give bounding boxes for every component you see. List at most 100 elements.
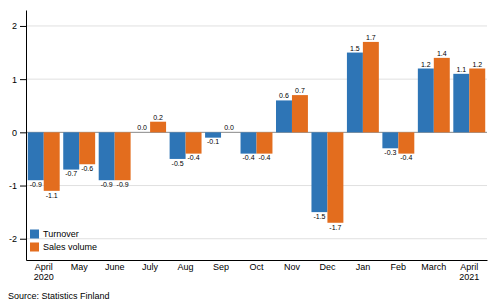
y-axis: -2 -1 0 1 2 (9, 11, 27, 261)
legend-item: Turnover (30, 229, 79, 239)
bar (170, 132, 186, 159)
x-tick-label-line: March (421, 262, 446, 272)
x-tick: Feb (391, 262, 407, 272)
x-tick-label: April2020 (34, 262, 54, 282)
y-tick-mark (20, 239, 26, 240)
bar (347, 53, 363, 133)
bar (257, 132, 273, 153)
x-tick-label-line: 2020 (34, 272, 54, 282)
data-label: 1.1 (456, 66, 466, 73)
bar (469, 69, 485, 133)
x-tick: Dec (319, 262, 336, 272)
data-label: 0.6 (279, 92, 289, 99)
bar (134, 132, 150, 133)
x-tick: April2020 (34, 262, 54, 282)
bar (363, 42, 379, 132)
bar (115, 132, 131, 180)
y-tick: 0 (12, 128, 26, 138)
x-tick-label-line: Dec (319, 262, 336, 272)
data-label: -0.9 (30, 181, 42, 188)
x-tick-label: May (71, 262, 89, 272)
x-tick-label-line: Nov (284, 262, 301, 272)
data-label: 1.2 (421, 61, 431, 68)
data-label: -0.3 (384, 149, 396, 156)
x-tick-label-line: May (71, 262, 89, 272)
grid-line (26, 238, 487, 239)
bar (150, 122, 166, 133)
grid-line (26, 185, 487, 186)
data-label: -0.4 (258, 154, 270, 161)
y-tick-label: 0 (12, 128, 17, 138)
bar (311, 132, 327, 212)
data-label: 0.2 (153, 114, 163, 121)
x-tick: Nov (284, 262, 301, 272)
bar (327, 132, 343, 222)
x-tick-label: April2021 (459, 262, 479, 282)
data-label: -0.9 (117, 181, 129, 188)
bar (382, 132, 398, 148)
y-tick-label: 1 (12, 75, 17, 85)
y-axis-line (26, 11, 27, 261)
x-tick-label-line: June (105, 262, 125, 272)
data-label: 1.7 (366, 34, 376, 41)
bar (28, 132, 44, 180)
bar (292, 95, 308, 132)
data-label: 1.5 (350, 45, 360, 52)
bar (241, 132, 257, 153)
data-label: 1.2 (472, 61, 482, 68)
y-tick: 1 (12, 75, 26, 85)
legend-label: Sales volume (43, 242, 97, 252)
chart: -0.9-0.7-0.90.0-0.5-0.1-0.40.6-1.51.5-0.… (0, 0, 493, 304)
bar (453, 74, 469, 133)
x-tick-label-line: Oct (249, 262, 264, 272)
y-tick: -1 (9, 181, 26, 191)
data-label: -0.1 (207, 138, 219, 145)
x-tick-label-line: April (35, 262, 53, 272)
legend-swatch (30, 230, 39, 239)
x-tick: March (421, 262, 446, 272)
y-tick-label: -2 (9, 234, 17, 244)
legend: Turnover Sales volume (30, 229, 97, 252)
x-tick: June (105, 262, 125, 272)
bar (205, 132, 221, 137)
y-tick-mark (20, 79, 26, 80)
data-label: -0.7 (65, 170, 77, 177)
data-label: 1.4 (437, 50, 447, 57)
x-tick: Oct (249, 262, 264, 272)
bar (221, 132, 237, 133)
data-label: -0.6 (81, 165, 93, 172)
grid (26, 26, 487, 239)
data-label: -0.9 (101, 181, 113, 188)
bar (276, 100, 292, 132)
data-label: -1.7 (329, 224, 341, 231)
x-tick: May (71, 262, 89, 272)
x-tick-label-line: Aug (178, 262, 194, 272)
x-tick-label-line: Sep (213, 262, 229, 272)
bar-series (44, 42, 485, 223)
x-axis: April2020 May June July Aug Sep Oct Nov Dec Jan Fe… (27, 261, 488, 283)
x-tick-label: Feb (391, 262, 407, 272)
grid-line (26, 25, 487, 26)
data-label: -1.5 (313, 213, 325, 220)
data-label: 0.0 (137, 124, 147, 131)
data-label: -1.1 (46, 192, 58, 199)
legend-item: Sales volume (30, 242, 97, 252)
x-tick-label: July (142, 262, 159, 272)
x-tick-label: Jan (356, 262, 371, 272)
bar (99, 132, 115, 180)
y-tick-mark (20, 132, 26, 133)
bar (79, 132, 95, 164)
bar (63, 132, 79, 169)
bars (28, 42, 485, 223)
y-tick-mark (20, 186, 26, 187)
x-tick-label: Aug (178, 262, 194, 272)
x-tick: Jan (356, 262, 371, 272)
y-tick: -2 (9, 234, 26, 244)
bar (418, 69, 434, 133)
plot: -0.9-0.7-0.90.0-0.5-0.1-0.40.6-1.51.5-0.… (9, 11, 488, 283)
y-tick: 2 (12, 21, 26, 31)
x-tick: July (142, 262, 159, 272)
y-tick-mark (20, 26, 26, 27)
y-tick-label: -1 (9, 181, 17, 191)
legend-swatch (30, 243, 39, 252)
